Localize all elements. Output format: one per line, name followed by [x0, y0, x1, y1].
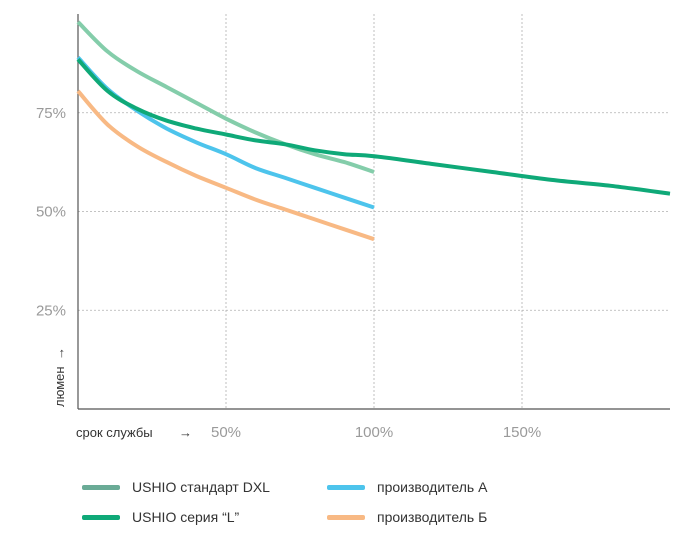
legend-swatch	[82, 514, 120, 520]
legend-item-manufacturer-b: производитель Б	[327, 502, 587, 532]
series-line-3	[76, 89, 375, 242]
x-tick-label: 100%	[355, 424, 393, 441]
tick-labels: 50% 100% 150% 75% 50% 25%	[36, 105, 541, 441]
series-lines	[76, 20, 671, 242]
legend-swatch	[82, 484, 120, 490]
axes	[77, 14, 670, 410]
x-tick-label: 50%	[211, 424, 241, 441]
legend-swatch	[327, 514, 365, 520]
y-tick-label: 50%	[36, 204, 66, 221]
line-chart: 50% 100% 150% 75% 50% 25% срок службы → люмен…	[36, 14, 671, 441]
x-axis-arrow: →	[179, 425, 192, 440]
legend-label: USHIO серия “L”	[132, 509, 240, 525]
x-axis-title: срок службы	[76, 425, 153, 440]
legend-item-dxl: USHIO стандарт DXL	[82, 472, 327, 502]
grid-lines	[78, 14, 670, 409]
series-line-2	[76, 58, 671, 196]
y-tick-label: 25%	[36, 302, 66, 319]
legend-label: производитель Б	[377, 509, 488, 525]
legend-label: USHIO стандарт DXL	[132, 479, 270, 495]
y-axis-title-group: люмен →	[52, 347, 67, 407]
legend-swatch	[327, 484, 365, 490]
y-axis-arrow: →	[52, 347, 67, 360]
y-tick-label: 75%	[36, 105, 66, 122]
series-line-0	[76, 20, 375, 174]
legend-item-manufacturer-a: производитель А	[327, 472, 587, 502]
legend-label: производитель А	[377, 479, 488, 495]
y-axis-title: люмен	[52, 366, 67, 407]
legend: USHIO стандарт DXL производитель А USHIO…	[82, 472, 642, 532]
x-tick-label: 150%	[503, 424, 541, 441]
legend-item-series-l: USHIO серия “L”	[82, 502, 327, 532]
